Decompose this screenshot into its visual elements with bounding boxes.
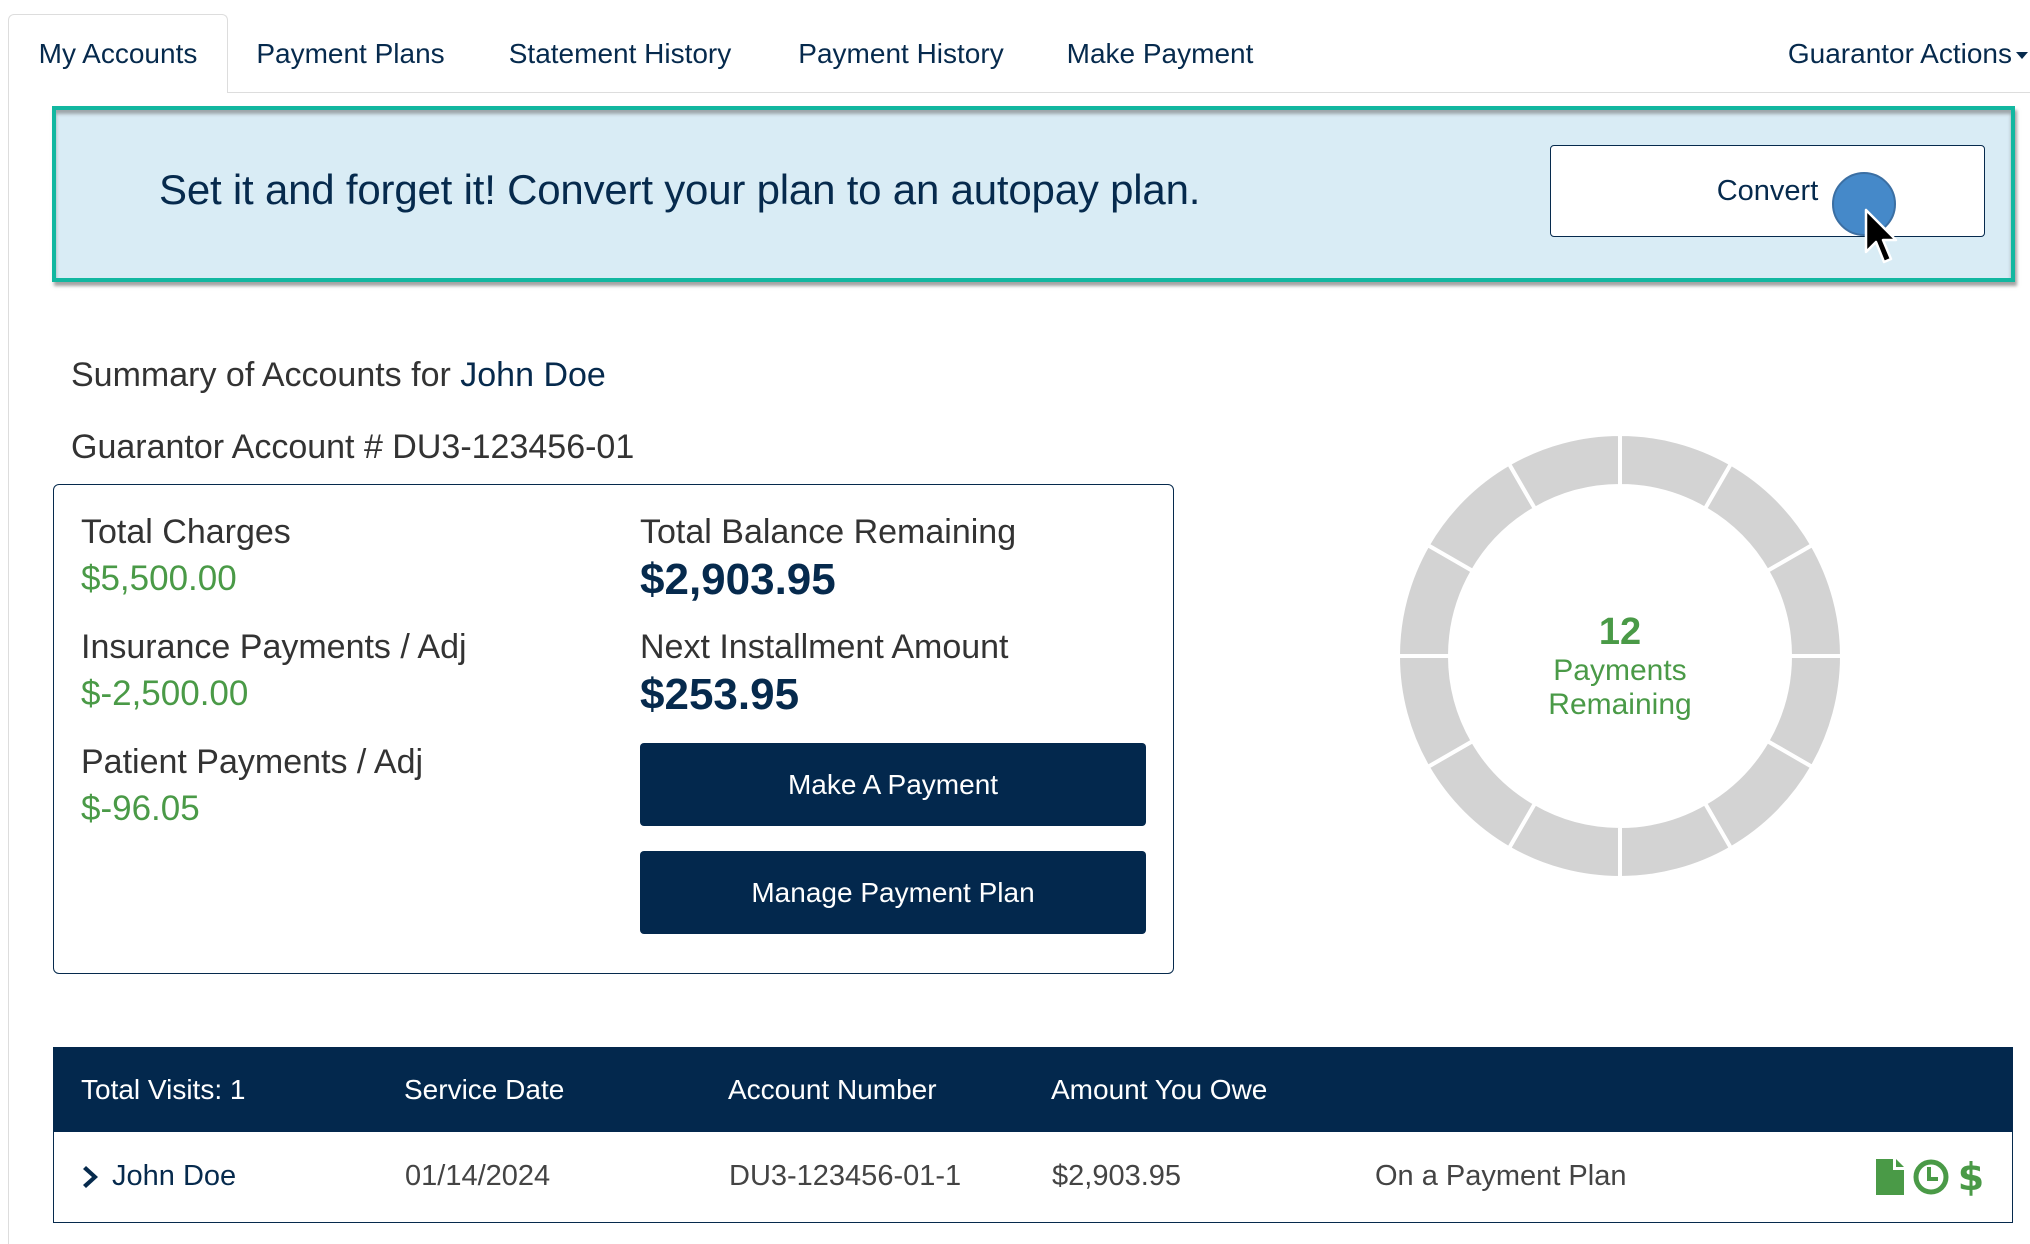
expand-visit-toggle[interactable]: John Doe — [82, 1132, 236, 1221]
tab-bar: My Accounts Payment Plans Statement Hist… — [0, 0, 2030, 93]
guarantor-actions-label: Guarantor Actions — [1787, 37, 2012, 69]
autopay-banner: Set it and forget it! Convert your plan … — [52, 106, 2015, 282]
guarantor-account-number: Guarantor Account # DU3-123456-01 — [71, 428, 635, 466]
total-charges-label: Total Charges — [81, 513, 291, 551]
make-a-payment-button[interactable]: Make A Payment — [640, 743, 1146, 826]
guarantor-name: John Doe — [460, 356, 606, 394]
total-balance-label: Total Balance Remaining — [640, 513, 1017, 551]
document-icon[interactable] — [1876, 1158, 1904, 1195]
table-row: John Doe 01/14/2024 DU3-123456-01-1 $2,9… — [53, 1132, 2013, 1223]
visits-table: Total Visits: 1 Service Date Account Num… — [53, 1047, 2013, 1223]
tab-statement-history[interactable]: Statement History — [508, 37, 732, 69]
visit-service-date: 01/14/2024 — [405, 1160, 551, 1192]
tab-payment-plans[interactable]: Payment Plans — [256, 37, 445, 69]
next-installment-value: $253.95 — [640, 670, 800, 719]
account-summary-card: Total Charges $5,500.00 Insurance Paymen… — [53, 484, 1174, 974]
header-amount-you-owe: Amount You Owe — [1051, 1073, 1268, 1105]
caret-down-icon — [2016, 52, 2028, 59]
tab-payment-history[interactable]: Payment History — [798, 37, 1004, 69]
tab-my-accounts[interactable]: My Accounts — [8, 14, 228, 93]
payments-remaining-text-2: Remaining — [1548, 688, 1692, 721]
guarantor-actions-dropdown[interactable]: Guarantor Actions — [1788, 14, 2028, 93]
autopay-banner-text: Set it and forget it! Convert your plan … — [159, 166, 1201, 213]
patient-payments-value: $-96.05 — [81, 789, 200, 828]
manage-payment-plan-button[interactable]: Manage Payment Plan — [640, 851, 1146, 934]
row-actions: $ — [1876, 1132, 1984, 1221]
summary-title: Summary of Accounts for John Doe — [71, 356, 606, 395]
tab-bar-divider — [228, 92, 2030, 93]
convert-button[interactable]: Convert — [1550, 145, 1985, 237]
tab-pane-border — [8, 92, 9, 1244]
patient-payments-label: Patient Payments / Adj — [81, 743, 424, 781]
visit-status: On a Payment Plan — [1375, 1160, 1627, 1192]
total-balance-value: $2,903.95 — [640, 555, 836, 604]
click-indicator — [1832, 172, 1896, 236]
summary-title-prefix: Summary of Accounts for — [71, 356, 461, 394]
visit-account-number: DU3-123456-01-1 — [729, 1160, 962, 1192]
next-installment-label: Next Installment Amount — [640, 628, 1009, 666]
chevron-right-icon — [83, 1165, 98, 1188]
total-charges-value: $5,500.00 — [81, 559, 237, 598]
tab-make-payment[interactable]: Make Payment — [1066, 37, 1254, 69]
insurance-payments-value: $-2,500.00 — [81, 674, 249, 713]
payments-remaining-count: 12 — [1598, 611, 1642, 653]
dollar-icon[interactable]: $ — [1958, 1157, 1984, 1197]
header-service-date: Service Date — [404, 1073, 565, 1105]
table-header: Total Visits: 1 Service Date Account Num… — [53, 1047, 2013, 1132]
payments-remaining-ring — [1396, 432, 1844, 880]
payments-remaining-text-1: Payments — [1553, 654, 1687, 687]
insurance-payments-label: Insurance Payments / Adj — [81, 628, 467, 666]
header-total-visits: Total Visits: 1 — [81, 1073, 246, 1105]
header-account-number: Account Number — [728, 1073, 937, 1105]
mouse-cursor-icon — [1864, 208, 1898, 264]
visit-patient-name: John Doe — [112, 1160, 237, 1192]
svg-text:$: $ — [1958, 1157, 1984, 1197]
payments-remaining-label: 12 Payments Remaining — [1396, 610, 1844, 722]
clock-icon[interactable] — [1912, 1158, 1950, 1196]
visit-amount-owed: $2,903.95 — [1052, 1160, 1182, 1192]
